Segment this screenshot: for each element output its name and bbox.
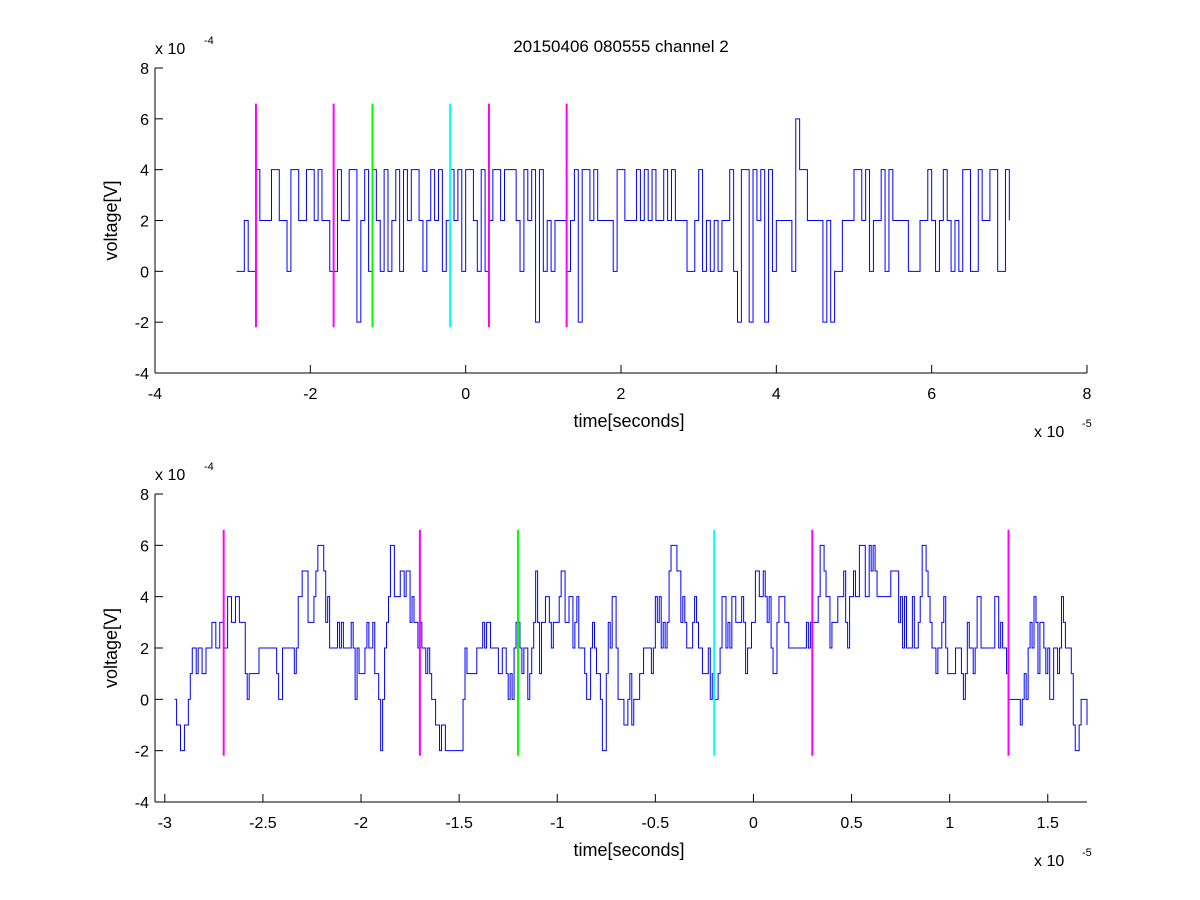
y-exponent-power: -4 xyxy=(204,461,214,473)
y-tick-label: 8 xyxy=(140,61,149,78)
x-tick-label: -1 xyxy=(550,815,564,832)
x-tick-label: 6 xyxy=(927,386,936,403)
y-tick-label: 0 xyxy=(140,692,149,709)
y-tick-label: 8 xyxy=(140,487,149,504)
y-exponent-label: x 10 xyxy=(155,41,185,58)
x-tick-label: -3 xyxy=(158,815,172,832)
x-tick-label: 2 xyxy=(617,386,626,403)
chart-panel-1: -4 -2 0 2 4 6 8 -4 -2 0 2 4 6 8 time[seconds] voltage[V… xyxy=(101,35,1092,441)
chart-title: 20150406 080555 channel 2 xyxy=(513,37,729,56)
y-tick-label: 2 xyxy=(140,641,149,658)
y-tick-label: -4 xyxy=(135,795,149,812)
y-tick-label: -4 xyxy=(135,366,149,383)
y-tick-label: -2 xyxy=(135,315,149,332)
x-tick-label: -4 xyxy=(148,386,162,403)
signal-series xyxy=(236,118,1010,323)
y-exponent-label: x 10 xyxy=(155,467,185,484)
x-tick-label: -2 xyxy=(303,386,317,403)
x-tick-label: 4 xyxy=(772,386,781,403)
y-tick-label: 6 xyxy=(140,112,149,129)
x-exponent-power: -5 xyxy=(1082,418,1092,430)
y-exponent-power: -4 xyxy=(204,35,214,47)
y-tick-label: 4 xyxy=(140,590,149,607)
chart-panel-2: -3 -2.5 -2 -1.5 -1 -0.5 0 0.5 1 1.5 -4 -2 0 2 4 6 8 time[… xyxy=(101,461,1092,870)
signal-series xyxy=(174,544,1088,752)
y-tick-label: -2 xyxy=(135,744,149,761)
x-tick-label: 0 xyxy=(749,815,758,832)
x-tick-label: 1.5 xyxy=(1037,815,1059,832)
y-axis-label: voltage[V] xyxy=(101,608,121,688)
x-exponent-label: x 10 xyxy=(1034,424,1064,441)
x-tick-label: -1.5 xyxy=(445,815,473,832)
x-tick-label: -2 xyxy=(354,815,368,832)
y-tick-label: 2 xyxy=(140,214,149,231)
y-tick-label: 0 xyxy=(140,264,149,281)
x-tick-label: 1 xyxy=(945,815,954,832)
x-exponent-power: -5 xyxy=(1082,847,1092,859)
x-tick-label: 0 xyxy=(461,386,470,403)
x-tick-label: -0.5 xyxy=(642,815,670,832)
x-axis-label: time[seconds] xyxy=(573,411,684,431)
x-axis-label: time[seconds] xyxy=(573,840,684,860)
x-exponent-label: x 10 xyxy=(1034,853,1064,870)
x-tick-label: 0.5 xyxy=(840,815,862,832)
x-tick-label: 8 xyxy=(1083,386,1092,403)
x-tick-label: -2.5 xyxy=(249,815,277,832)
y-axis-label: voltage[V] xyxy=(101,180,121,260)
y-tick-label: 6 xyxy=(140,538,149,555)
y-tick-label: 4 xyxy=(140,163,149,180)
